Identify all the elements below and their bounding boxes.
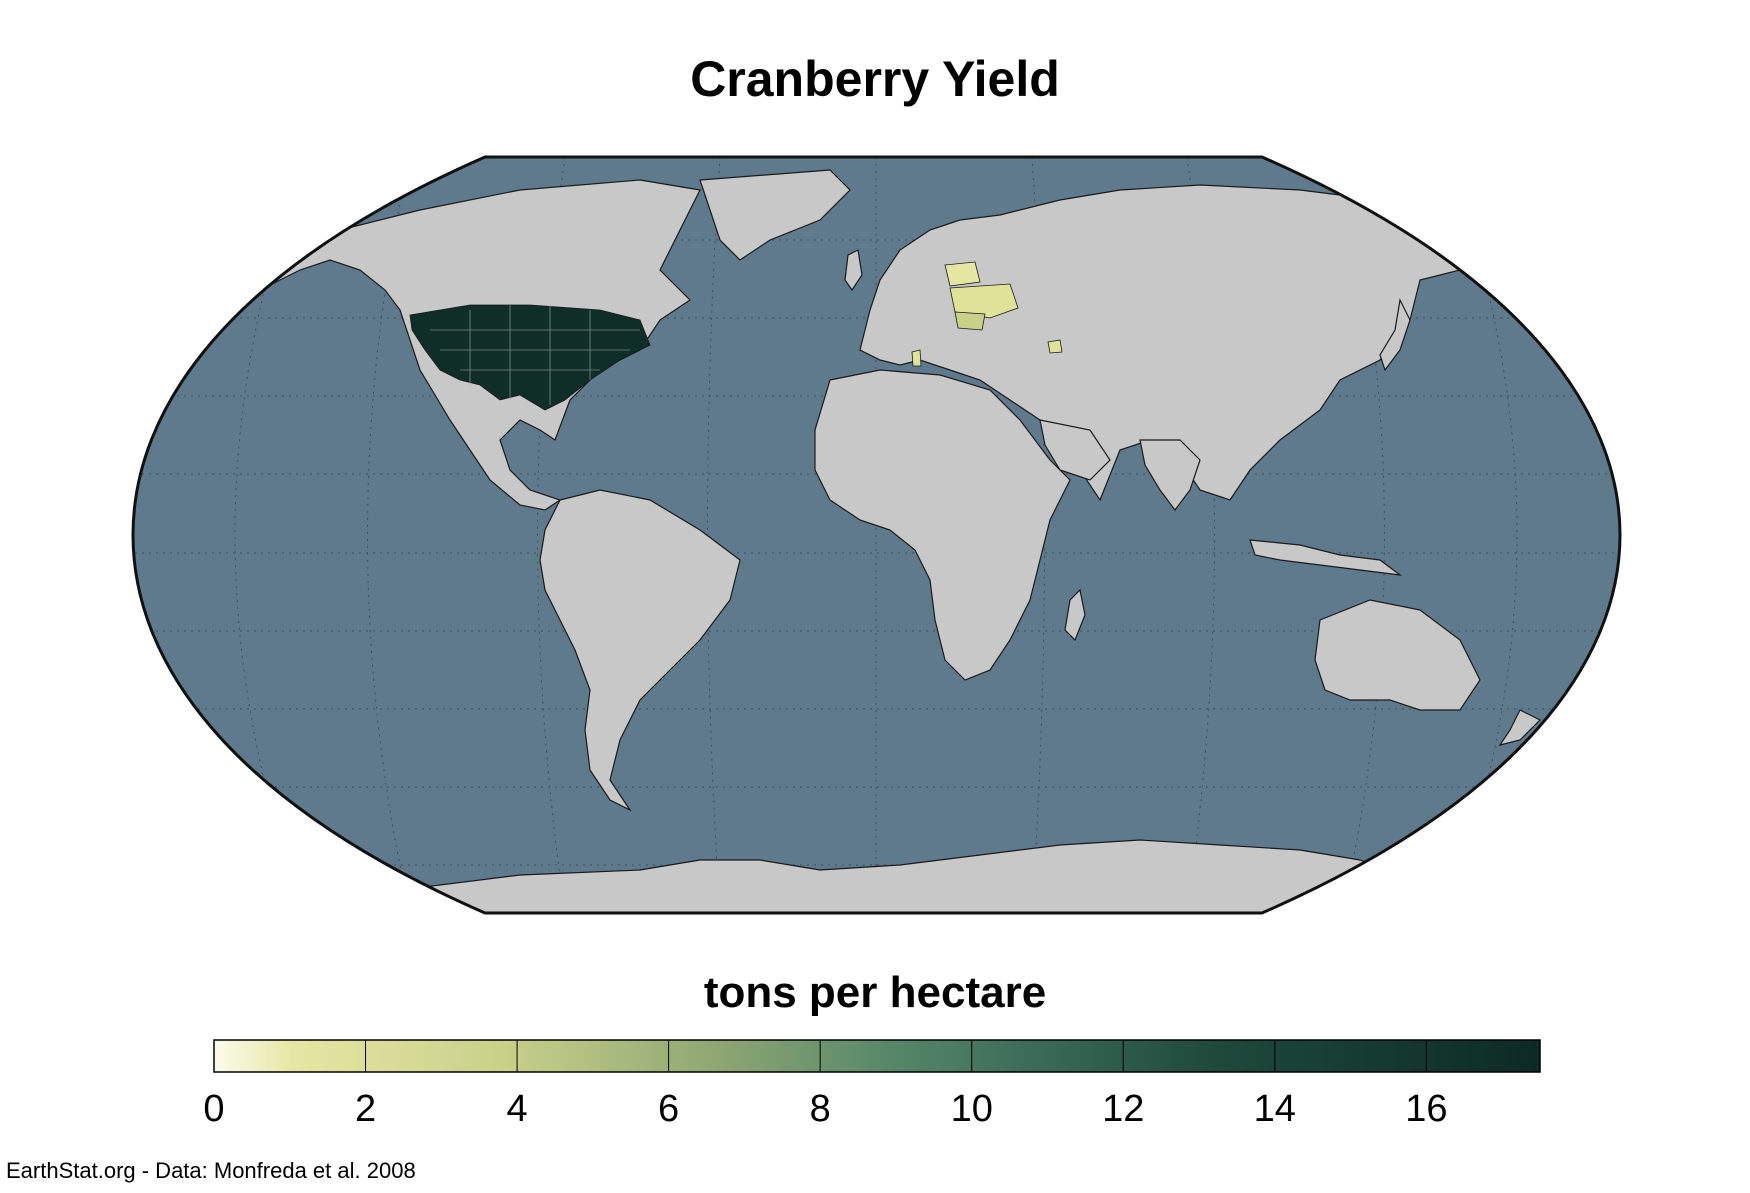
map-title: Cranberry Yield: [690, 51, 1060, 107]
india: [1139, 439, 1201, 511]
eurasia: [859, 184, 1481, 502]
africa: [814, 369, 1071, 681]
yield-region-ukraine: [949, 283, 1019, 319]
arabia: [1039, 419, 1111, 481]
colorbar: [213, 1039, 1541, 1073]
indonesia: [1249, 539, 1403, 576]
colorbar-tick-label: 12: [1102, 1088, 1145, 1130]
colorbar-tick-label: 0: [203, 1088, 225, 1130]
yield-region-belarus: [944, 261, 981, 287]
colorbar-tick-label: 4: [506, 1088, 528, 1130]
yield-region-azerbaijan: [1047, 339, 1063, 354]
credit-text: EarthStat.org - Data: Monfreda et al. 20…: [6, 1158, 416, 1183]
map-frame: [131, 155, 1622, 915]
yield-region-tunisia: [911, 349, 922, 367]
australia: [1314, 599, 1481, 711]
madagascar: [1064, 588, 1086, 642]
colorbar-gradient: [213, 1039, 1541, 1073]
colorbar-tick-label: 2: [354, 1088, 377, 1130]
japan: [1379, 298, 1411, 372]
greenland: [699, 169, 851, 261]
colorbar-tick-label: 8: [809, 1088, 831, 1130]
yield-region-romania: [954, 311, 986, 331]
uk: [844, 249, 863, 292]
colorbar-ticks: [213, 1040, 1427, 1072]
colorbar-tick-label: 10: [950, 1088, 993, 1130]
colorbar-tick-label: 6: [658, 1088, 680, 1130]
legend-title: tons per hectare: [703, 968, 1047, 1017]
us-state-borders: [430, 305, 640, 405]
colorbar-tick-label: 14: [1253, 1088, 1296, 1130]
south-america: [539, 489, 741, 812]
colorbar-tick-label: 16: [1405, 1088, 1448, 1130]
new-zealand: [1498, 709, 1542, 746]
